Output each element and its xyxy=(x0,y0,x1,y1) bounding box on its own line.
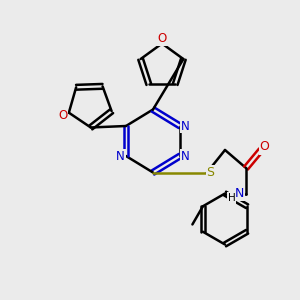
Text: N: N xyxy=(181,149,190,163)
Text: O: O xyxy=(158,32,166,46)
Text: N: N xyxy=(181,119,190,133)
Text: N: N xyxy=(116,149,125,163)
Text: O: O xyxy=(58,109,68,122)
Text: H: H xyxy=(228,193,236,203)
Text: S: S xyxy=(207,166,214,179)
Text: N: N xyxy=(235,187,244,200)
Text: O: O xyxy=(260,140,269,154)
